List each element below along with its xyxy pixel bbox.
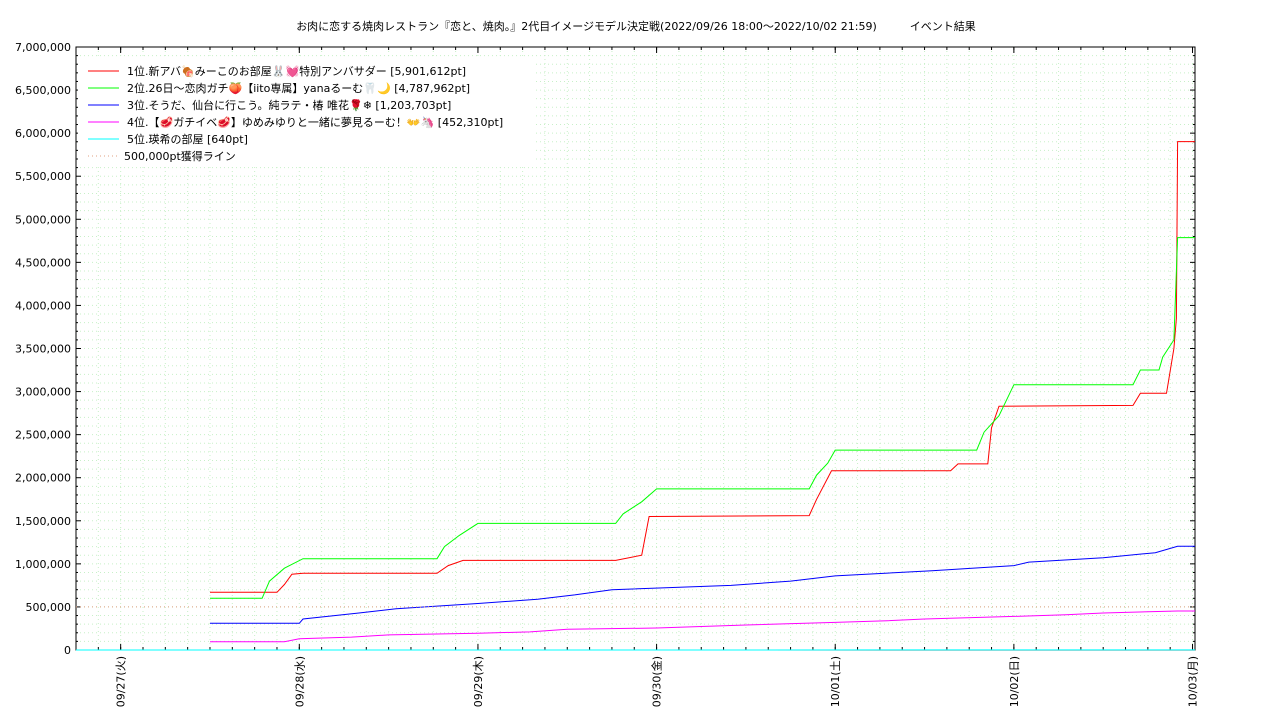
y-tick-label: 5,000,000 [15, 213, 71, 226]
series-line-4 [210, 610, 1195, 643]
x-tick-label: 10/01(土) [829, 656, 842, 707]
x-tick-label: 09/28(水) [293, 656, 306, 707]
x-tick-label: 09/30(金) [650, 656, 664, 707]
legend-label-3: 3位.そうだ、仙台に行こう。純ラテ・椿 唯花🌹❄ [1,203,703pt] [127, 98, 451, 112]
grid [75, 46, 1195, 651]
legend-label-4: 4位.【🥩ガチイベ🥩】ゆめみゆりと一緒に夢見るーむ！👐🦄 [452,310pt] [127, 115, 503, 129]
series-layer [75, 141, 1196, 651]
axis-ticks: 0 500,000 1,000,000 1,500,000 2,000,000 2,500… [15, 41, 1200, 707]
legend-label-1: 1位.新アバ🍖みーこのお部屋🐰💓特別アンバサダー [5,901,612pt] [127, 64, 466, 79]
x-tick-label: 10/02(日) [1008, 656, 1021, 707]
y-tick-label: 2,500,000 [15, 429, 71, 442]
chart-title: お肉に恋する焼肉レストラン『恋と、焼肉。』2代目イメージモデル決定戦(2022/… [296, 19, 976, 33]
y-tick-label: 6,500,000 [15, 84, 71, 97]
x-tick-label: 09/29(木) [472, 656, 485, 707]
y-tick-label: 4,000,000 [15, 299, 71, 312]
y-tick-label: 3,000,000 [15, 386, 71, 399]
y-tick-label: 2,000,000 [15, 472, 71, 485]
legend-label-2: 2位.26日〜恋肉ガチ🍑【iito専属】yanaるーむ🦷🌙 [4,787,962… [127, 81, 470, 95]
x-tick-label: 09/27(火) [115, 656, 128, 707]
y-tick-label: 0 [64, 644, 71, 657]
series-line-1 [210, 141, 1195, 593]
series-line-3 [210, 545, 1195, 624]
y-tick-label: 6,000,000 [15, 127, 71, 140]
y-tick-label: 5,500,000 [15, 170, 71, 183]
legend-label-5: 5位.瑛希の部屋 [640pt] [127, 132, 248, 146]
y-tick-label: 1,500,000 [15, 515, 71, 528]
legend: 1位.新アバ🍖みーこのお部屋🐰💓特別アンバサダー [5,901,612pt] 2位… [78, 59, 533, 167]
y-tick-label: 500,000 [26, 601, 72, 614]
y-tick-label: 3,500,000 [15, 343, 71, 356]
x-tick-label: 10/03(月) [1187, 656, 1200, 707]
y-tick-label: 7,000,000 [15, 41, 71, 54]
y-tick-label: 4,500,000 [15, 256, 71, 269]
legend-background [78, 59, 533, 167]
legend-label-6: 500,000pt獲得ライン [124, 150, 236, 163]
y-tick-label: 1,000,000 [15, 558, 71, 571]
series-line-2 [210, 237, 1195, 599]
